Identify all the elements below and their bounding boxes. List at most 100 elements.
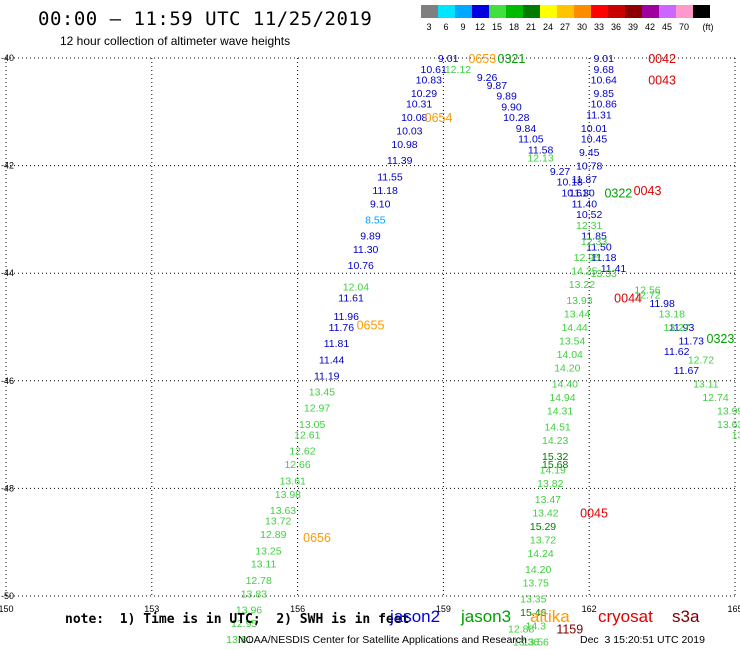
color-scale-label: 45	[661, 22, 672, 32]
x-tick-label: 165	[727, 604, 740, 614]
wave-height-label: 14.19	[540, 465, 566, 477]
wave-height-label: 12.56	[634, 284, 660, 296]
generation-timestamp: Dec 3 15:20:51 UTC 2019	[580, 634, 705, 646]
x-tick-label: 153	[144, 604, 159, 614]
legend-note: note: 1) Time is in UTC; 2) SWH is in fe…	[65, 612, 410, 627]
color-scale-swatch	[438, 5, 455, 18]
wave-height-label: 11.61	[338, 292, 364, 304]
pass-time-label: 0043	[634, 184, 662, 198]
color-scale-label: 21	[525, 22, 536, 32]
wave-height-label: 11.73	[679, 335, 705, 347]
pass-time-label: 0322	[604, 187, 632, 201]
wave-height-label: 10.61	[421, 64, 447, 76]
color-scale-label: 3	[426, 22, 432, 32]
wave-height-label: 13.72	[265, 516, 291, 528]
color-scale-label: 33	[593, 22, 604, 32]
wave-height-label: 11.76	[329, 322, 355, 334]
wave-height-label: 12.66	[284, 459, 310, 471]
wave-height-label: 12.12	[445, 64, 471, 76]
wave-height-label: 11.67	[674, 365, 700, 377]
x-tick-label: 150	[0, 604, 14, 614]
pass-time-label: 0045	[580, 507, 608, 521]
wave-height-label: 11.58	[528, 144, 554, 156]
wave-height-label: 13.27	[664, 322, 690, 334]
color-scale-label: 30	[576, 22, 587, 32]
wave-height-label: 11.19	[314, 370, 340, 382]
wave-height-label: 14.20	[525, 564, 551, 576]
wave-height-label: 13.63	[717, 419, 740, 431]
wave-height-label: 13.61	[280, 475, 306, 487]
pass-time-label: 0655	[357, 318, 385, 332]
pass-time-label: 0042	[648, 52, 676, 66]
wave-height-label: 10.86	[591, 99, 617, 111]
wave-height-label: 12.31	[576, 220, 602, 232]
wave-height-label: 14.94	[549, 392, 575, 404]
wave-height-label: 12.04	[343, 282, 369, 294]
wave-height-label: 12.61	[294, 430, 320, 442]
wave-height-label: 13.44	[564, 309, 590, 321]
wave-height-label: 13.72	[530, 535, 556, 547]
wave-height-label: 14.44	[561, 322, 587, 334]
wave-height-label: 12.97	[304, 403, 330, 415]
pass-time-label: 0321	[498, 52, 526, 66]
wave-height-label: 14.20	[554, 362, 580, 374]
wave-height-label: 11.87	[572, 174, 598, 186]
wave-height-label: 11.39	[387, 155, 413, 167]
color-scale-label: 24	[542, 22, 553, 32]
wave-height-label: 9.87	[487, 80, 508, 92]
color-scale-swatch	[540, 5, 557, 18]
wave-height-label: 13.11	[251, 559, 277, 571]
wave-height-label: 11.55	[377, 171, 403, 183]
wave-height-label: 10.83	[416, 75, 442, 87]
pass-time-label: 0654	[425, 111, 453, 125]
color-scale-label: 36	[610, 22, 621, 32]
wave-height-label: 14.3	[526, 621, 547, 633]
color-scale-label: 12	[474, 22, 485, 32]
color-scale-swatch	[693, 5, 710, 18]
wave-height-label: 14.25	[571, 266, 597, 278]
wave-height-label: 11.18	[591, 252, 617, 264]
color-scale-unit: (ft)	[702, 22, 714, 32]
wave-height-label: 10.29	[411, 88, 437, 100]
pass-time-label: 0043	[648, 74, 676, 88]
wave-height-label: 11.30	[569, 188, 595, 200]
pass-time-label: 0044	[614, 291, 642, 305]
x-tick-label: 159	[436, 604, 451, 614]
wave-height-label: 13.33	[591, 268, 617, 280]
wave-height-label: 12.95	[231, 618, 257, 630]
y-tick-label: -50	[1, 591, 14, 601]
wave-height-label: 13.99	[717, 405, 740, 417]
wave-height-label: 13.42	[532, 508, 558, 520]
y-tick-label: -42	[1, 161, 14, 171]
satellite-legend-cryosat: cryosat	[598, 607, 653, 626]
wave-height-label: 11.62	[664, 346, 690, 358]
wave-height-label: 9.01	[594, 53, 615, 65]
wave-height-label: 10.76	[348, 260, 374, 272]
wave-height-label: 13.93	[566, 295, 592, 307]
color-scale-label: 27	[559, 22, 570, 32]
satellite-legend-altika: altika	[530, 607, 570, 626]
wave-height-label: 11.05	[518, 134, 544, 146]
wave-height-label: 11.31	[586, 109, 612, 121]
wave-height-label: 12.74	[702, 392, 728, 404]
wave-height-label: 12.95	[574, 252, 600, 264]
wave-height-label: 9.68	[594, 64, 615, 76]
y-tick-label: -40	[1, 53, 14, 63]
wave-height-label: 11.18	[372, 185, 398, 197]
color-scale-swatch	[659, 5, 676, 18]
color-scale-swatch	[608, 5, 625, 18]
color-scale-label: 9	[460, 22, 466, 32]
y-tick-label: -46	[1, 376, 14, 386]
y-tick-label: -44	[1, 268, 14, 278]
wave-height-label: 12.88	[508, 623, 534, 635]
wave-height-label: 14.24	[527, 548, 553, 560]
wave-height-label: 9.45	[579, 147, 600, 159]
wave-height-label: 13.56	[523, 637, 549, 649]
color-scale-swatch	[523, 5, 540, 18]
wave-height-label: 9.84	[516, 123, 537, 135]
x-tick-label: 162	[582, 604, 597, 614]
wave-height-label: 13.45	[309, 387, 335, 399]
wave-height-label: 11.40	[572, 198, 598, 210]
wave-height-label: 11.44	[319, 354, 345, 366]
